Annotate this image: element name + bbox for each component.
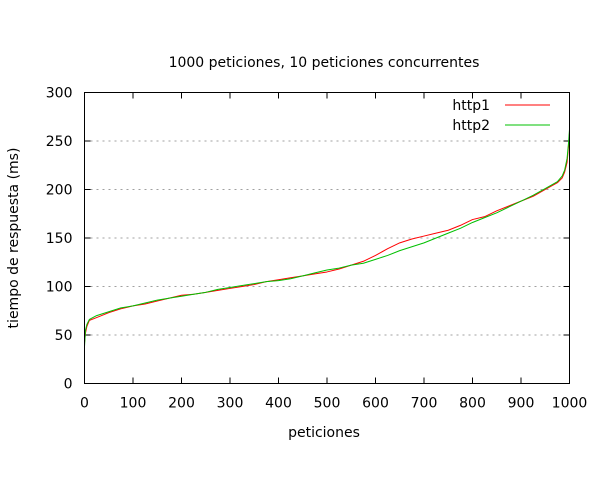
y-tick-label: 300 xyxy=(46,86,73,102)
chart-title: 1000 peticiones, 10 peticiones concurren… xyxy=(169,55,480,71)
x-tick-label: 300 xyxy=(217,396,244,412)
legend: http1 http2 xyxy=(452,98,550,134)
grid-layer xyxy=(84,140,570,336)
legend-label-http2: http2 xyxy=(452,118,490,134)
x-tick-label: 600 xyxy=(362,396,389,412)
x-tick-label: 800 xyxy=(459,396,486,412)
y-tick-label: 150 xyxy=(46,231,73,247)
x-tick-label: 400 xyxy=(265,396,292,412)
tick-layer: 0 100 200 300 400 500 600 700 800 900 1000 0 50 100 15… xyxy=(46,86,588,412)
y-tick-label: 0 xyxy=(64,377,73,393)
x-tick-label: 200 xyxy=(168,396,195,412)
y-tick-label: 250 xyxy=(46,134,73,150)
legend-label-http1: http1 xyxy=(452,98,490,114)
series-line-http2 xyxy=(84,129,570,347)
x-axis-label: peticiones xyxy=(288,425,360,441)
x-tick-label: 1000 xyxy=(552,396,588,412)
plot-frame xyxy=(84,92,570,384)
x-tick-label: 0 xyxy=(80,396,89,412)
y-tick-label: 100 xyxy=(46,280,73,296)
y-axis-label: tiempo de respuesta (ms) xyxy=(6,148,22,329)
y-tick-label: 50 xyxy=(55,328,73,344)
x-tick-label: 100 xyxy=(120,396,147,412)
series-layer xyxy=(84,129,570,347)
y-tick-label: 200 xyxy=(46,183,73,199)
x-tick-label: 500 xyxy=(314,396,341,412)
x-tick-label: 900 xyxy=(508,396,535,412)
x-tick-label: 700 xyxy=(411,396,438,412)
